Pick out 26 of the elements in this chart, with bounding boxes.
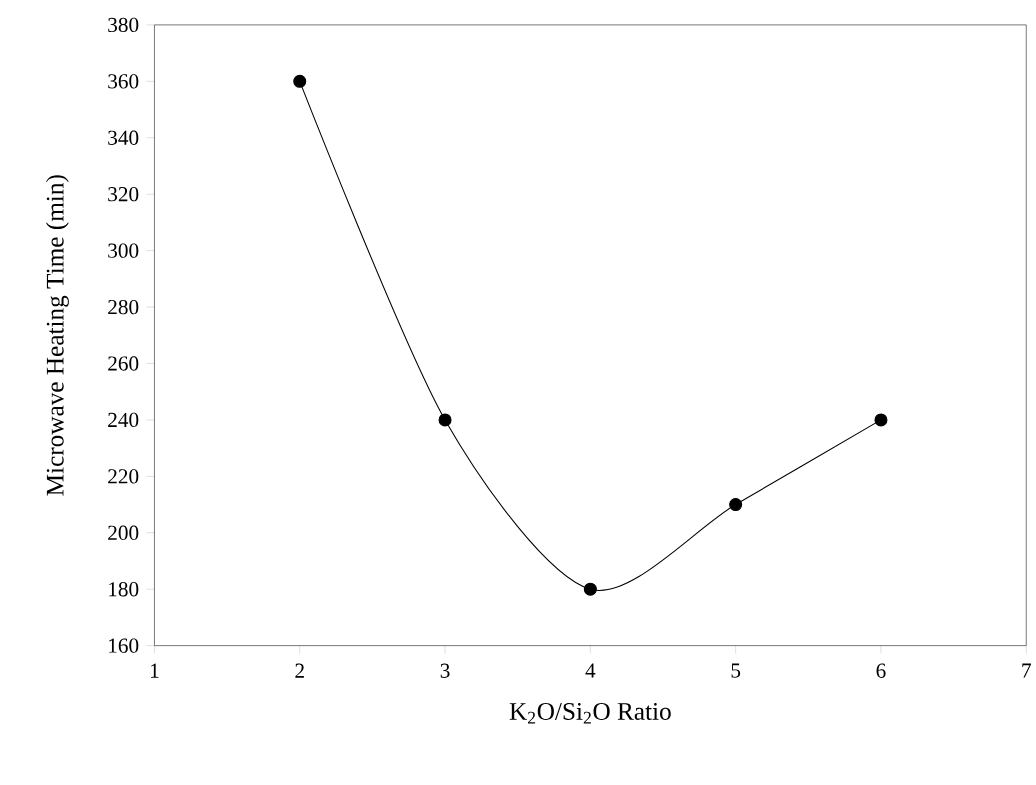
y-tick-label: 160 (109, 638, 139, 653)
y-tick-label: 320 (108, 186, 139, 202)
y-tick-label: 180 (109, 581, 139, 597)
x-tick-label: 3 (440, 663, 450, 678)
point (293, 74, 307, 88)
point (438, 413, 452, 427)
point (729, 497, 743, 511)
x-tick-label: 6 (876, 663, 886, 678)
y-tick-label: 300 (108, 243, 139, 258)
y-tick-label: 220 (108, 469, 139, 484)
x-tick-label: 7 (1022, 663, 1031, 678)
y-tick-label: 240 (108, 412, 139, 428)
x-tick-label: 2 (295, 663, 304, 678)
y-tick-label: 280 (108, 299, 139, 315)
y-tick-label: 380 (108, 17, 139, 33)
x-tick-label: 1 (151, 663, 159, 678)
y-tick-label: 340 (108, 130, 139, 145)
x-tick-label: 5 (731, 663, 741, 678)
y-tick-label: 260 (108, 356, 139, 371)
x-tick-label: 4 (585, 663, 596, 678)
point (583, 582, 597, 596)
y-tick-label: 200 (108, 525, 139, 540)
y-axis-title: Microwave Heating Time (min) (45, 175, 69, 496)
x-axis-title: K$_{2}$O/Si$_{2}$O Ratio (509, 702, 671, 724)
point (874, 413, 888, 427)
y-tick-label: 360 (108, 74, 139, 89)
